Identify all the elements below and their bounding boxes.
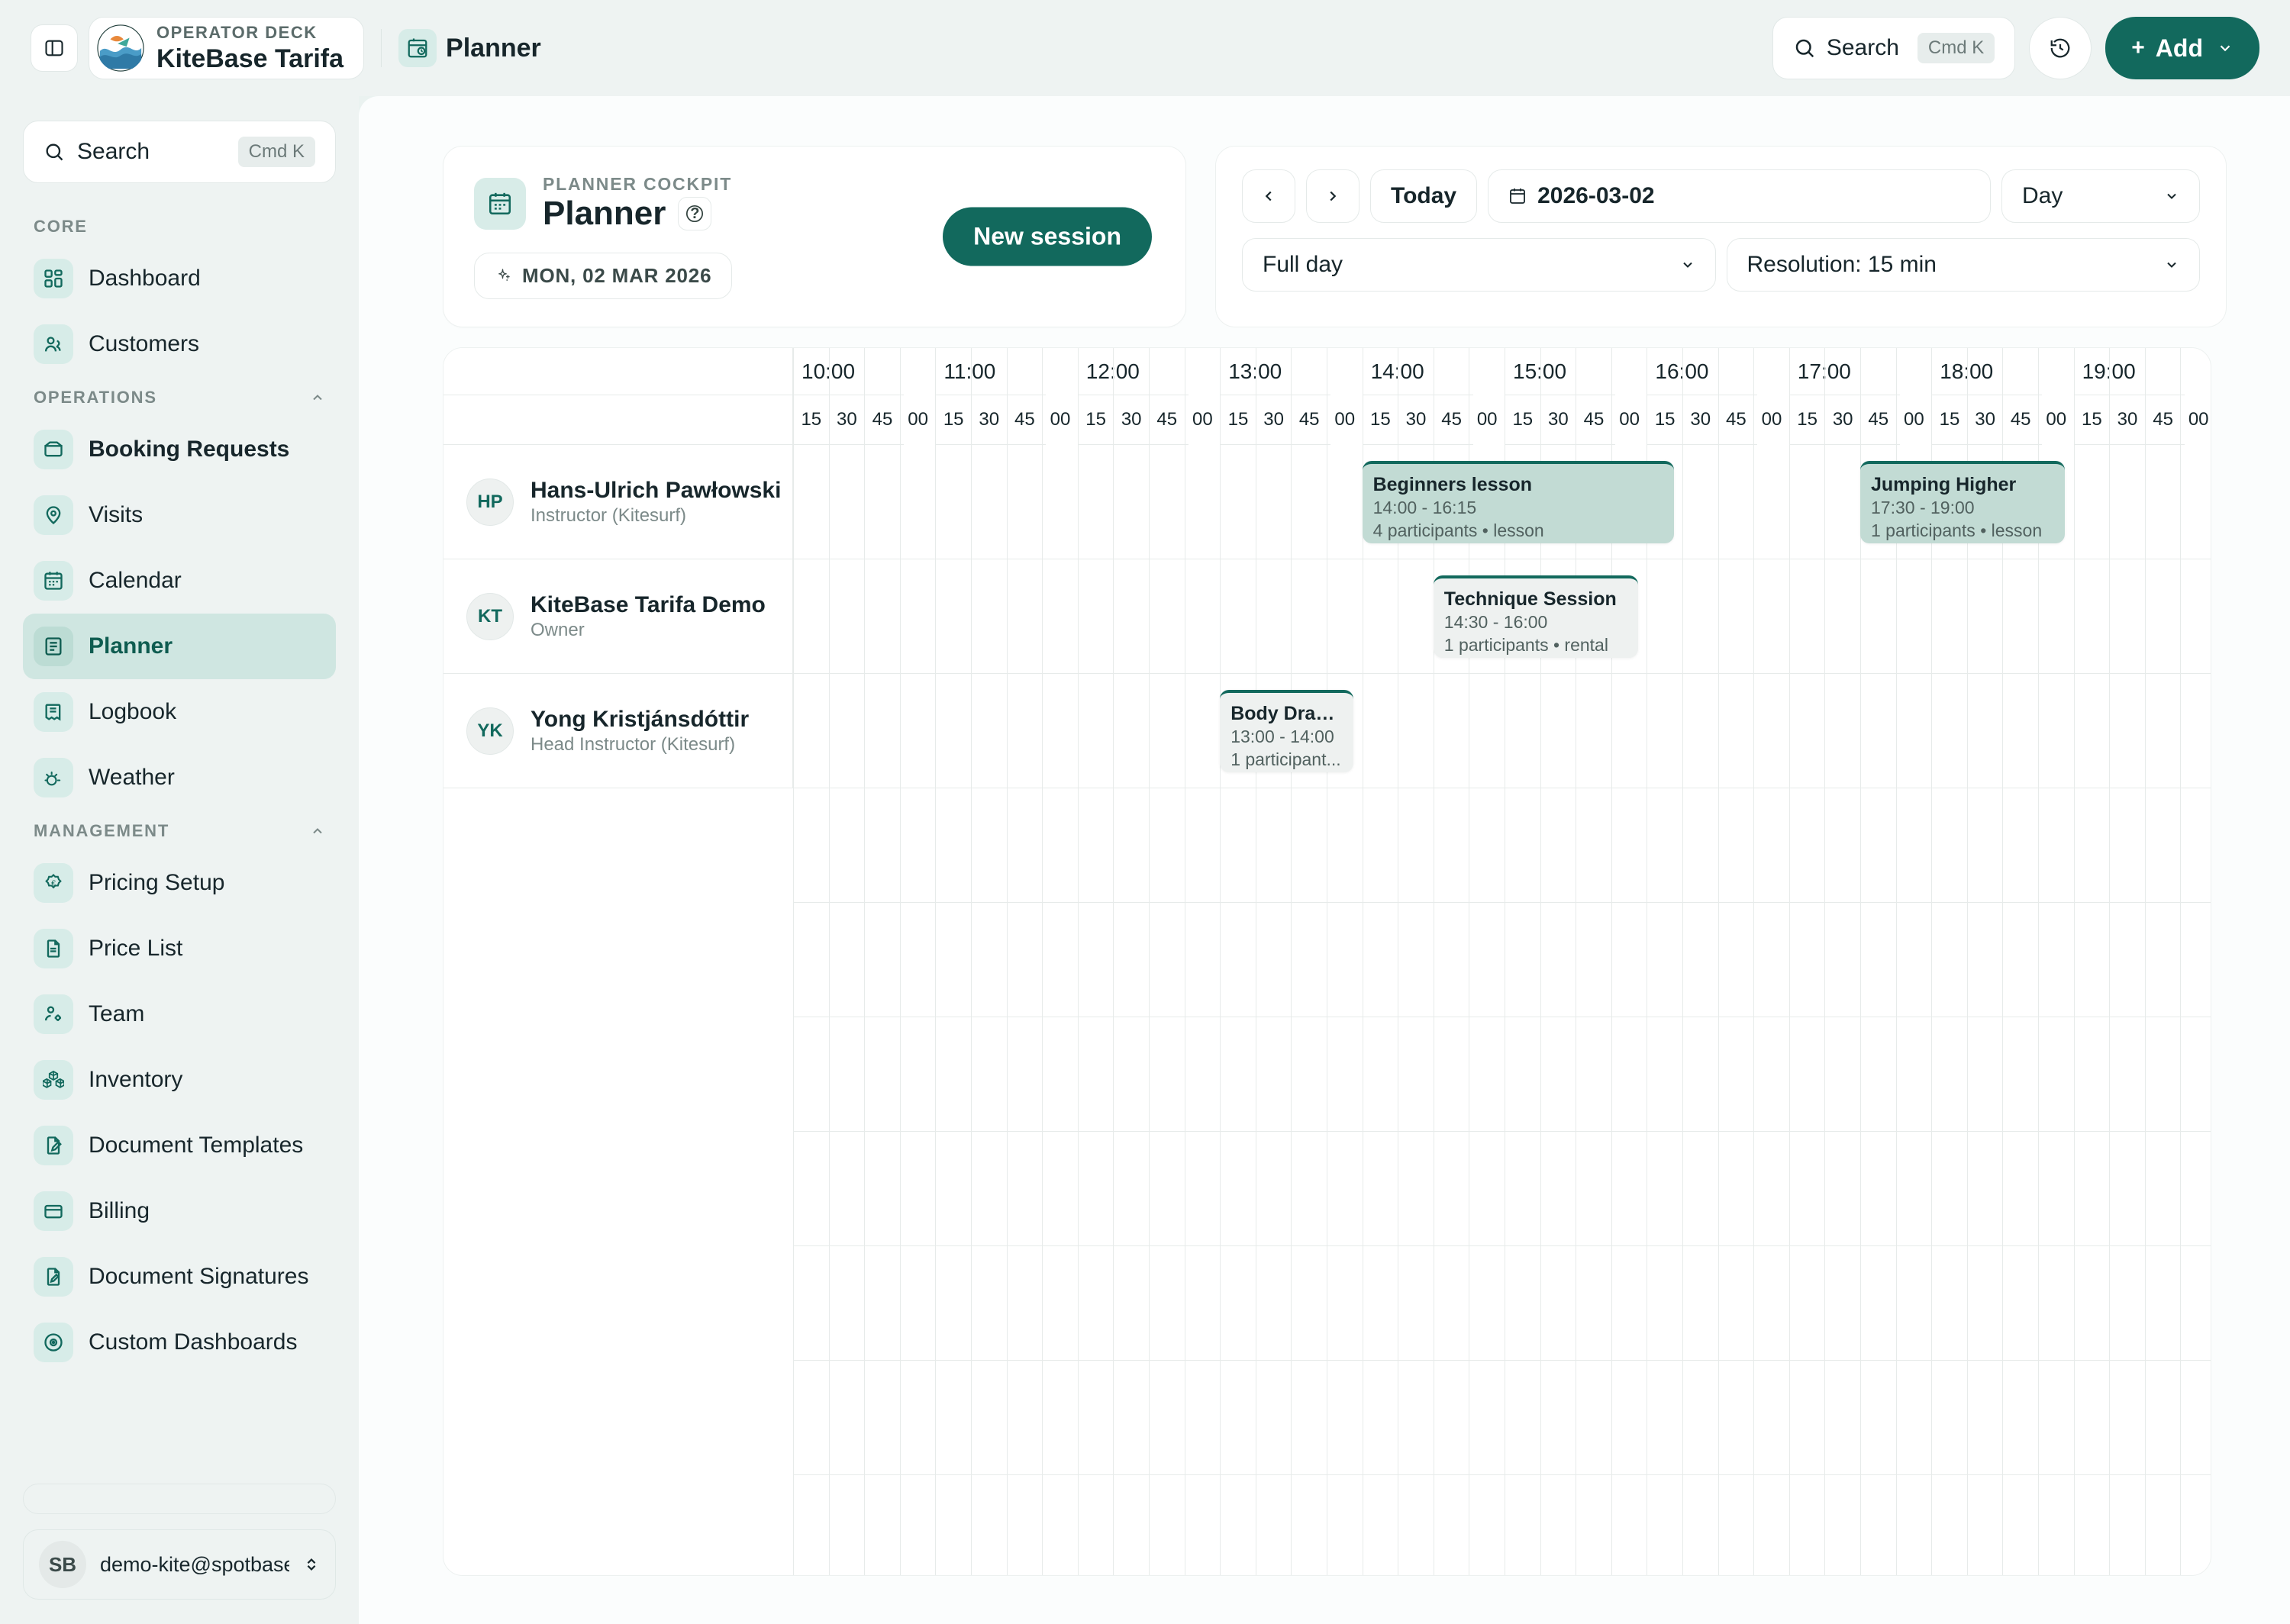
svg-text:€: € [51,879,56,888]
